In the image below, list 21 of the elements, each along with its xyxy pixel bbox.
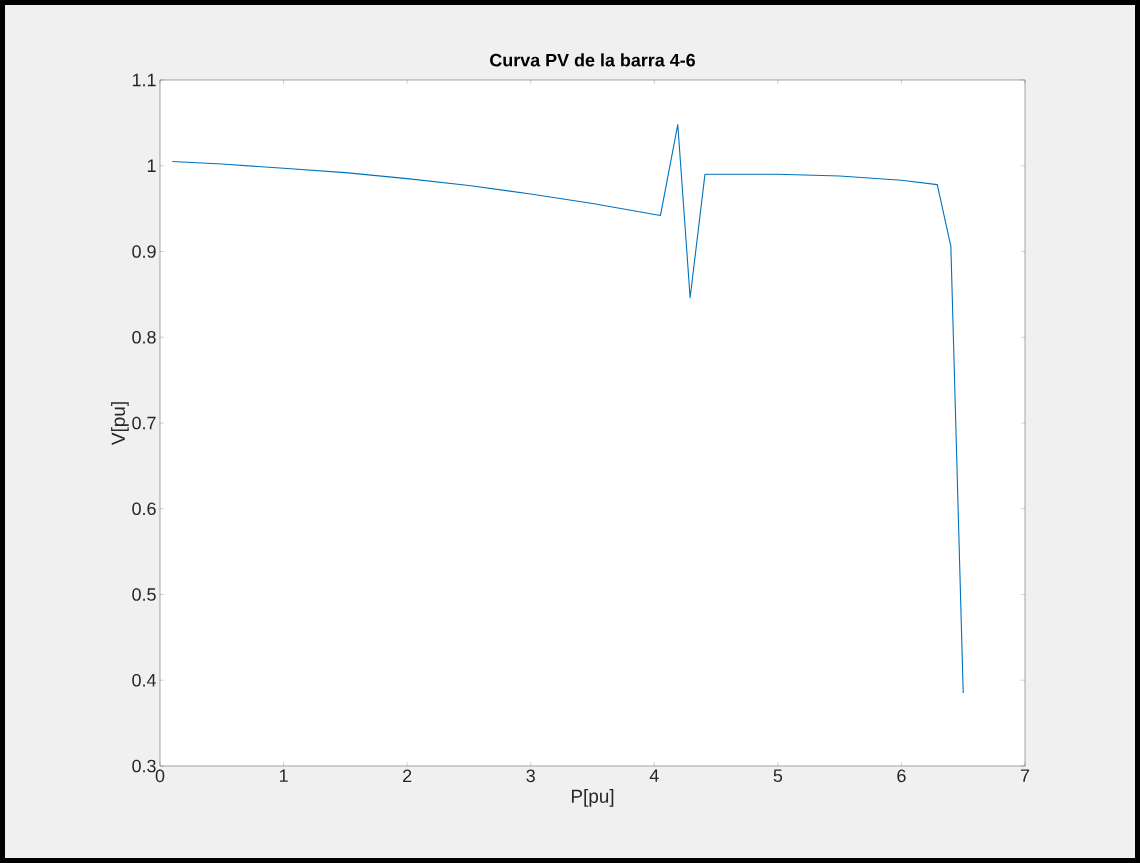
x-tick-label: 4 — [649, 769, 659, 782]
y-tick-label: 0.5 — [132, 588, 156, 601]
y-tick-label: 0.3 — [132, 759, 156, 773]
x-tick-label: 2 — [403, 769, 412, 783]
y-tick-label: 0.8 — [132, 330, 156, 344]
line-series — [171, 124, 964, 694]
x-tick-label: 3 — [526, 769, 535, 783]
x-axis-title: P[pu] — [571, 789, 614, 807]
chart-title: Curva PV de la barra 4-6 — [490, 53, 695, 67]
x-tick-label: 1 — [279, 769, 288, 782]
y-tick-label: 0.9 — [132, 245, 156, 258]
y-axis-title: V[pu] — [111, 402, 129, 446]
x-tick-label: 7 — [1020, 769, 1030, 782]
x-tick-label: 0 — [155, 769, 165, 783]
y-tick-label: 1.1 — [132, 73, 156, 87]
y-tick-label: 0.4 — [132, 673, 156, 687]
y-tick-label: 0.6 — [132, 502, 156, 516]
x-tick-label: 5 — [773, 769, 783, 783]
y-tick-label: 1 — [147, 159, 156, 172]
x-tick-label: 6 — [897, 769, 906, 783]
y-tick-label: 0.7 — [132, 416, 156, 430]
